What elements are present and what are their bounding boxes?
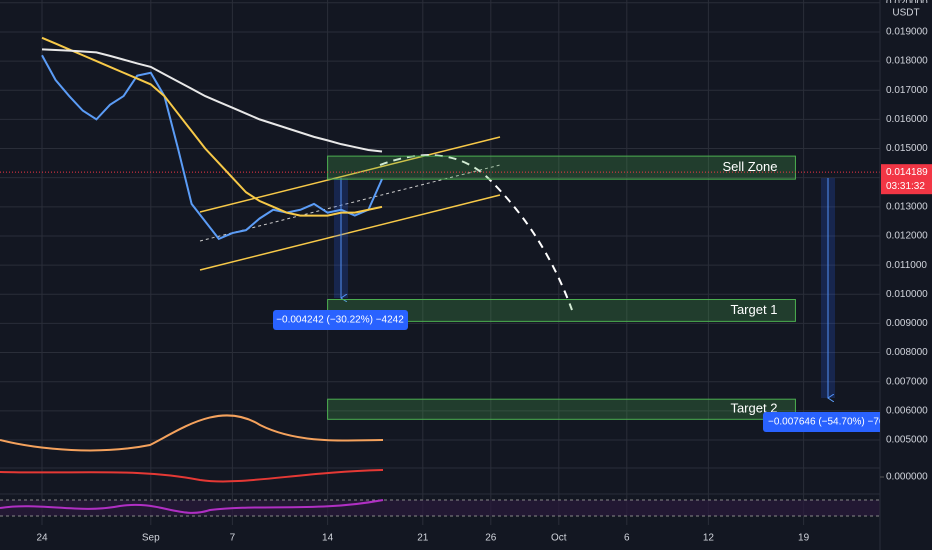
measure-label: −0.004242 (−30.22%) −4242 bbox=[276, 315, 404, 326]
x-tick-label: 26 bbox=[485, 533, 497, 544]
channel-lower bbox=[199, 194, 501, 271]
zone bbox=[327, 155, 796, 180]
measure-label-box bbox=[763, 412, 880, 432]
zone-label: Target 1 bbox=[730, 302, 777, 317]
channel-upper bbox=[199, 136, 501, 213]
currency: USDT bbox=[892, 8, 919, 19]
forecast-path bbox=[379, 154, 573, 311]
x-tick-label: 19 bbox=[798, 533, 810, 544]
y-tick-label: 0.016000 bbox=[886, 114, 928, 125]
x-tick-label: 6 bbox=[624, 533, 630, 544]
y-tick-label: 0.017000 bbox=[886, 85, 928, 96]
price-line bbox=[41, 54, 383, 241]
price-line bbox=[41, 36, 383, 217]
x-tick-label: 14 bbox=[322, 533, 334, 544]
price-line bbox=[41, 48, 383, 153]
y-tick-label: 0.005000 bbox=[886, 435, 928, 446]
zone-label: Target 2 bbox=[730, 401, 777, 416]
x-tick-label: Oct bbox=[551, 533, 567, 544]
countdown: 03:31:32 bbox=[886, 181, 925, 192]
last-price-label: 0.014189 bbox=[886, 167, 928, 178]
x-tick-label: 12 bbox=[703, 533, 715, 544]
y-tick-label: 0.008000 bbox=[886, 347, 928, 358]
y-tick-label: 0.007000 bbox=[886, 376, 928, 387]
zone bbox=[327, 398, 796, 420]
measure-area bbox=[334, 178, 348, 298]
y-tick-label: 0.011000 bbox=[886, 260, 927, 271]
oscillator-band bbox=[0, 500, 880, 516]
y-tick-label: 0.018000 bbox=[886, 56, 928, 67]
x-tick-label: 7 bbox=[230, 533, 236, 544]
measure-label-box bbox=[273, 310, 408, 330]
y-tick-label: 0.006000 bbox=[886, 405, 928, 416]
currency-box bbox=[884, 3, 928, 21]
y-tick-label: 0.015000 bbox=[886, 143, 928, 154]
x-tick-label: 21 bbox=[417, 533, 429, 544]
y-tick-label: 0.012000 bbox=[886, 231, 928, 242]
volume-ma bbox=[0, 414, 384, 452]
y-tick-label: 0.013000 bbox=[886, 201, 928, 212]
measure-area bbox=[821, 178, 835, 398]
price-axis bbox=[880, 0, 932, 550]
last-price-box bbox=[881, 164, 932, 195]
y-tick-label: 0.000000 bbox=[886, 472, 928, 483]
y-tick-label: 0.009000 bbox=[886, 318, 928, 329]
oscillator-line bbox=[0, 499, 384, 514]
x-tick-label: 24 bbox=[36, 533, 48, 544]
x-tick-label: Sep bbox=[142, 533, 160, 544]
y-tick-label: 0.019000 bbox=[886, 27, 928, 38]
measure-label: −0.007646 (−54.70%) −76 bbox=[768, 417, 885, 428]
y-tick-label: 0.010000 bbox=[886, 289, 928, 300]
zone-label: Sell Zone bbox=[723, 159, 778, 174]
macd-line bbox=[0, 469, 384, 483]
